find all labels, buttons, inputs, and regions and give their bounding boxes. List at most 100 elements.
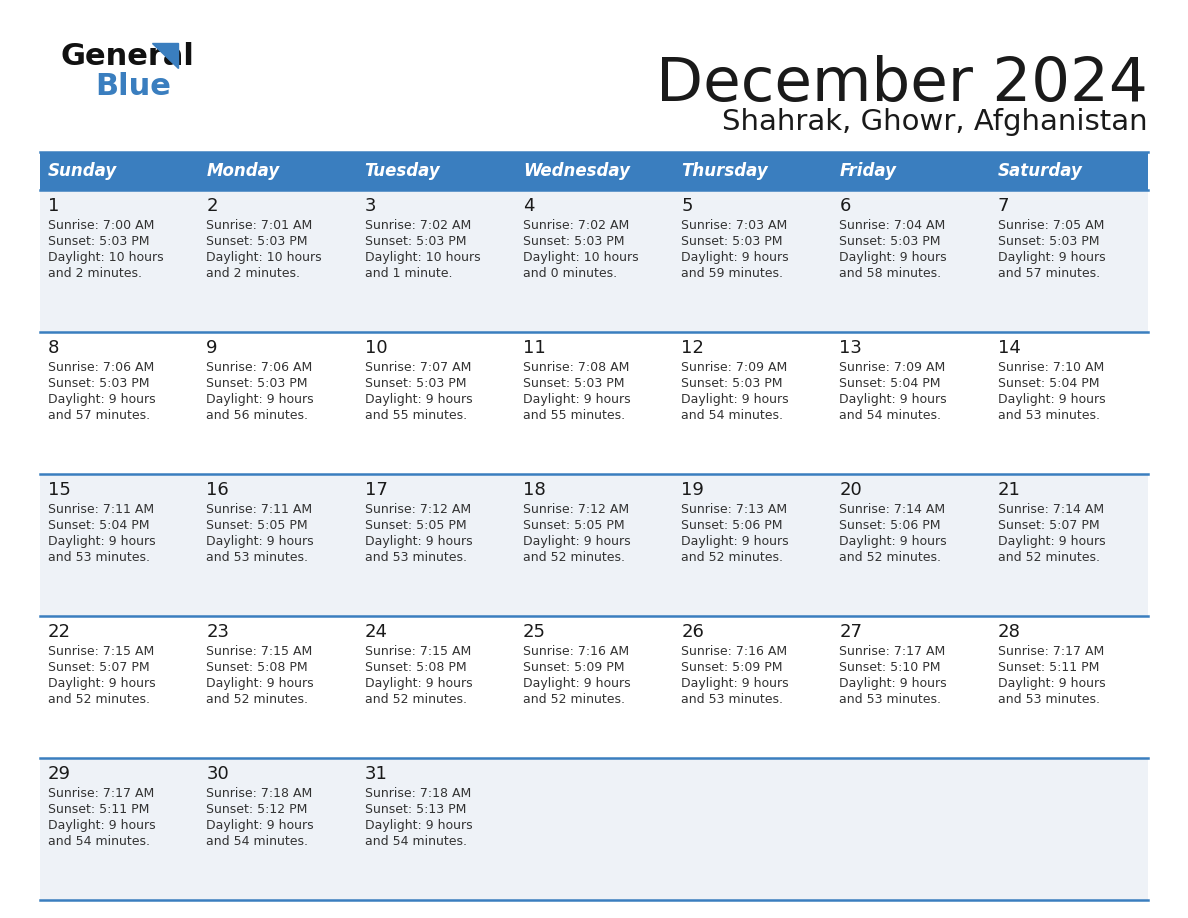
Bar (674, 190, 832, 332)
Text: 4: 4 (523, 197, 535, 215)
Text: Sunset: 5:10 PM: Sunset: 5:10 PM (840, 661, 941, 674)
Bar (990, 332, 1148, 474)
Text: Daylight: 10 hours: Daylight: 10 hours (523, 251, 638, 264)
Text: Daylight: 9 hours: Daylight: 9 hours (48, 393, 156, 406)
Bar (356, 474, 514, 616)
Bar (40, 474, 198, 616)
Text: Tuesday: Tuesday (365, 162, 441, 180)
Text: Sunrise: 7:04 AM: Sunrise: 7:04 AM (840, 219, 946, 232)
Text: Sunrise: 7:15 AM: Sunrise: 7:15 AM (365, 645, 470, 658)
Text: Sunset: 5:03 PM: Sunset: 5:03 PM (48, 377, 150, 390)
Text: Sunrise: 7:15 AM: Sunrise: 7:15 AM (207, 645, 312, 658)
Text: 25: 25 (523, 623, 545, 641)
Text: Sunset: 5:05 PM: Sunset: 5:05 PM (207, 519, 308, 532)
Text: Sunset: 5:03 PM: Sunset: 5:03 PM (523, 235, 625, 248)
Text: Daylight: 9 hours: Daylight: 9 hours (48, 535, 156, 548)
Text: Daylight: 9 hours: Daylight: 9 hours (681, 535, 789, 548)
Text: Sunset: 5:05 PM: Sunset: 5:05 PM (365, 519, 466, 532)
Text: Sunrise: 7:17 AM: Sunrise: 7:17 AM (840, 645, 946, 658)
Text: Sunset: 5:03 PM: Sunset: 5:03 PM (681, 235, 783, 248)
Text: and 54 minutes.: and 54 minutes. (840, 409, 941, 422)
Text: 18: 18 (523, 481, 545, 499)
Text: and 52 minutes.: and 52 minutes. (365, 693, 467, 706)
Text: and 55 minutes.: and 55 minutes. (523, 409, 625, 422)
Text: Daylight: 9 hours: Daylight: 9 hours (365, 393, 472, 406)
Text: Sunrise: 7:15 AM: Sunrise: 7:15 AM (48, 645, 154, 658)
Text: Sunrise: 7:12 AM: Sunrise: 7:12 AM (365, 503, 470, 516)
Text: Sunset: 5:04 PM: Sunset: 5:04 PM (48, 519, 150, 532)
Text: Sunrise: 7:16 AM: Sunrise: 7:16 AM (523, 645, 628, 658)
Text: Sunset: 5:08 PM: Sunset: 5:08 PM (365, 661, 466, 674)
Text: and 54 minutes.: and 54 minutes. (681, 409, 783, 422)
Bar (198, 152, 356, 190)
Text: 16: 16 (207, 481, 229, 499)
Text: Sunrise: 7:02 AM: Sunrise: 7:02 AM (365, 219, 470, 232)
Text: Daylight: 9 hours: Daylight: 9 hours (207, 677, 314, 690)
Bar (40, 616, 198, 758)
Text: and 57 minutes.: and 57 minutes. (998, 267, 1100, 280)
Text: 28: 28 (998, 623, 1020, 641)
Text: Daylight: 9 hours: Daylight: 9 hours (365, 535, 472, 548)
Text: Sunrise: 7:09 AM: Sunrise: 7:09 AM (681, 361, 788, 374)
Polygon shape (152, 43, 178, 68)
Text: Daylight: 10 hours: Daylight: 10 hours (48, 251, 164, 264)
Bar (198, 190, 356, 332)
Text: Sunset: 5:13 PM: Sunset: 5:13 PM (365, 803, 466, 816)
Text: and 1 minute.: and 1 minute. (365, 267, 453, 280)
Text: Sunrise: 7:10 AM: Sunrise: 7:10 AM (998, 361, 1104, 374)
Text: 14: 14 (998, 339, 1020, 357)
Text: and 56 minutes.: and 56 minutes. (207, 409, 308, 422)
Text: 6: 6 (840, 197, 851, 215)
Text: and 53 minutes.: and 53 minutes. (681, 693, 783, 706)
Text: Sunrise: 7:17 AM: Sunrise: 7:17 AM (48, 787, 154, 800)
Text: Sunrise: 7:06 AM: Sunrise: 7:06 AM (207, 361, 312, 374)
Bar (832, 758, 990, 900)
Text: Sunset: 5:12 PM: Sunset: 5:12 PM (207, 803, 308, 816)
Text: Sunset: 5:07 PM: Sunset: 5:07 PM (998, 519, 1099, 532)
Bar (40, 758, 198, 900)
Text: 20: 20 (840, 481, 862, 499)
Text: 13: 13 (840, 339, 862, 357)
Text: Daylight: 9 hours: Daylight: 9 hours (998, 535, 1105, 548)
Text: Daylight: 9 hours: Daylight: 9 hours (48, 819, 156, 832)
Text: Sunday: Sunday (48, 162, 118, 180)
Text: 31: 31 (365, 765, 387, 783)
Text: and 59 minutes.: and 59 minutes. (681, 267, 783, 280)
Text: Sunrise: 7:17 AM: Sunrise: 7:17 AM (998, 645, 1104, 658)
Text: Sunset: 5:05 PM: Sunset: 5:05 PM (523, 519, 625, 532)
Bar (832, 190, 990, 332)
Text: Sunrise: 7:02 AM: Sunrise: 7:02 AM (523, 219, 630, 232)
Bar (40, 190, 198, 332)
Text: Sunset: 5:03 PM: Sunset: 5:03 PM (207, 235, 308, 248)
Text: Daylight: 9 hours: Daylight: 9 hours (840, 393, 947, 406)
Text: Daylight: 9 hours: Daylight: 9 hours (681, 251, 789, 264)
Text: Sunset: 5:03 PM: Sunset: 5:03 PM (523, 377, 625, 390)
Text: and 0 minutes.: and 0 minutes. (523, 267, 617, 280)
Text: Daylight: 9 hours: Daylight: 9 hours (681, 393, 789, 406)
Text: Daylight: 9 hours: Daylight: 9 hours (840, 251, 947, 264)
Text: Daylight: 9 hours: Daylight: 9 hours (365, 677, 472, 690)
Text: 8: 8 (48, 339, 59, 357)
Text: Daylight: 10 hours: Daylight: 10 hours (207, 251, 322, 264)
Bar (356, 616, 514, 758)
Bar (40, 332, 198, 474)
Text: Daylight: 9 hours: Daylight: 9 hours (207, 393, 314, 406)
Text: Sunset: 5:08 PM: Sunset: 5:08 PM (207, 661, 308, 674)
Bar (674, 758, 832, 900)
Text: Sunrise: 7:16 AM: Sunrise: 7:16 AM (681, 645, 788, 658)
Text: and 52 minutes.: and 52 minutes. (48, 693, 150, 706)
Text: and 52 minutes.: and 52 minutes. (998, 551, 1100, 564)
Text: General: General (61, 42, 194, 71)
Text: Sunrise: 7:00 AM: Sunrise: 7:00 AM (48, 219, 154, 232)
Bar (990, 616, 1148, 758)
Bar (674, 152, 832, 190)
Text: Thursday: Thursday (681, 162, 767, 180)
Text: Daylight: 9 hours: Daylight: 9 hours (998, 251, 1105, 264)
Text: 19: 19 (681, 481, 704, 499)
Bar (198, 616, 356, 758)
Text: and 54 minutes.: and 54 minutes. (207, 835, 308, 848)
Text: Friday: Friday (840, 162, 897, 180)
Text: Sunset: 5:03 PM: Sunset: 5:03 PM (365, 377, 466, 390)
Text: and 2 minutes.: and 2 minutes. (48, 267, 143, 280)
Bar (514, 758, 674, 900)
